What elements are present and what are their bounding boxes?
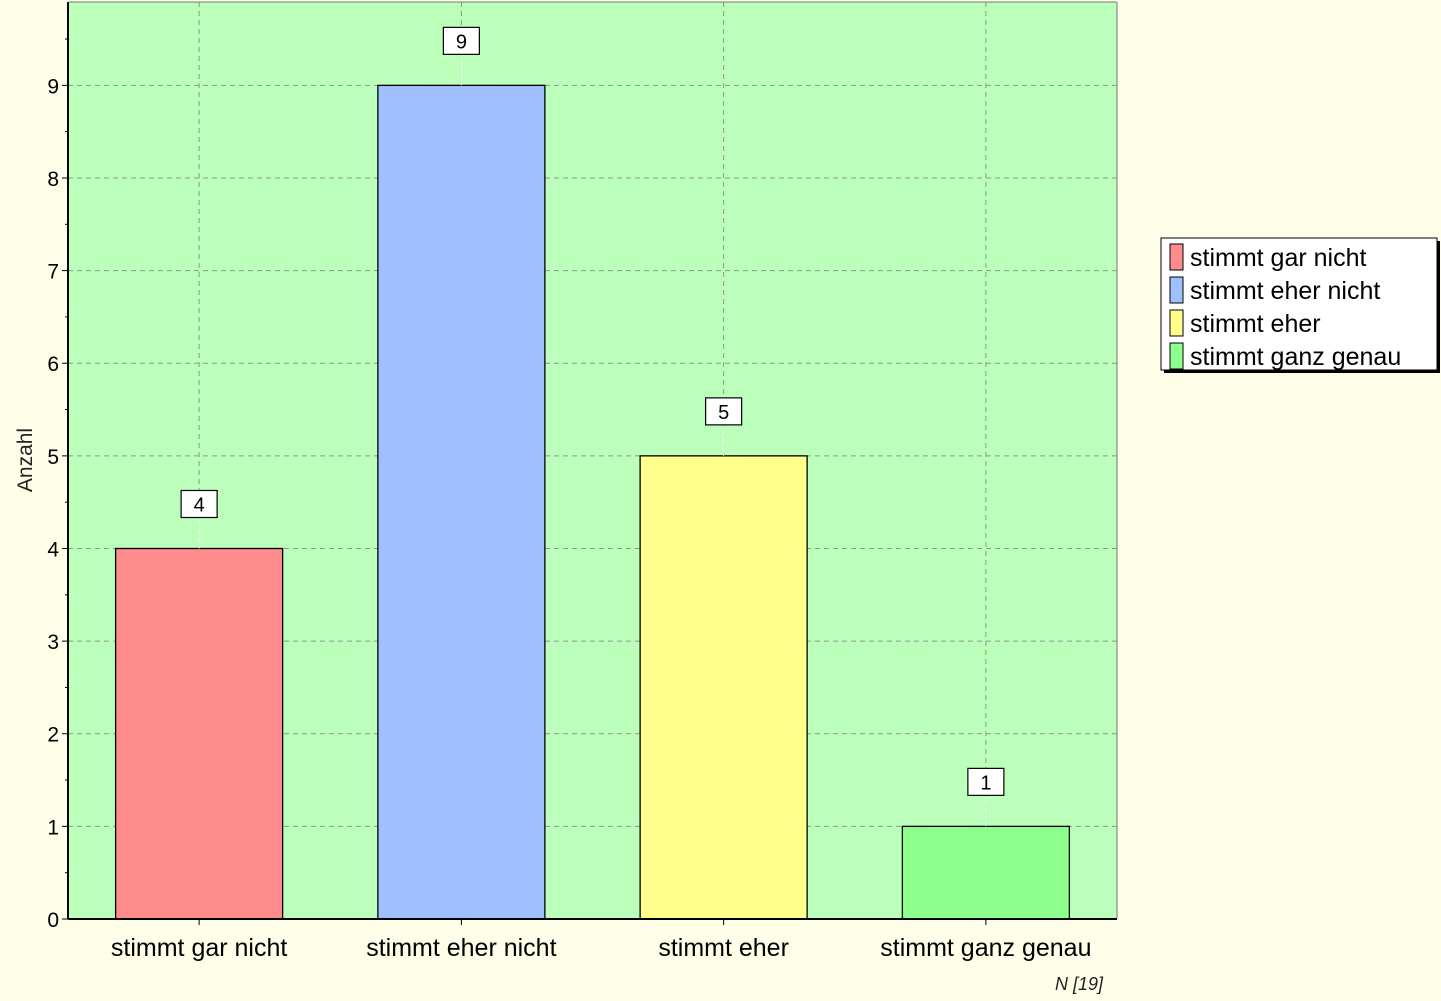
y-tick-label: 0 xyxy=(47,909,59,932)
value-label: 9 xyxy=(456,31,467,53)
y-tick-label: 4 xyxy=(47,538,59,561)
legend-swatch xyxy=(1169,243,1184,271)
y-tick-label: 2 xyxy=(47,724,59,747)
legend-entry: stimmt eher nicht xyxy=(1190,277,1380,305)
legend-box xyxy=(1160,237,1438,371)
bar xyxy=(639,455,808,920)
value-label-box xyxy=(180,489,218,519)
y-axis-title: Anzahl xyxy=(14,428,37,492)
legend-entry: stimmt gar nicht xyxy=(1190,244,1366,272)
bar xyxy=(114,547,284,920)
y-tick-label: 6 xyxy=(47,353,59,376)
x-tick-label: stimmt eher xyxy=(658,934,789,962)
legend-swatch xyxy=(1169,309,1184,337)
y-tick-label: 1 xyxy=(47,816,59,839)
value-label: 4 xyxy=(194,494,205,516)
legend-swatch xyxy=(1169,276,1184,304)
y-tick-label: 3 xyxy=(47,631,59,654)
x-tick-label: stimmt ganz genau xyxy=(880,934,1091,962)
y-tick-label: 9 xyxy=(47,75,59,98)
legend-swatch xyxy=(1169,342,1184,370)
y-tick-label: 7 xyxy=(47,261,59,284)
legend-entry: stimmt eher xyxy=(1190,310,1321,338)
value-label-box xyxy=(442,26,480,55)
legend: stimmt gar nicht stimmt eher nicht stimmt … xyxy=(1160,237,1440,373)
y-tick-label: 8 xyxy=(47,168,59,191)
bars xyxy=(114,84,1071,920)
bar xyxy=(901,825,1071,920)
value-label: 5 xyxy=(718,402,729,424)
x-tick-label: stimmt gar nicht xyxy=(111,934,287,962)
value-label-box xyxy=(967,767,1005,796)
value-label-box xyxy=(705,397,743,426)
y-tick-label: 5 xyxy=(47,446,59,469)
x-tick-label: stimmt eher nicht xyxy=(366,934,556,962)
sample-size-note: N [19] xyxy=(1055,974,1104,994)
bar xyxy=(377,84,546,920)
legend-entry: stimmt ganz genau xyxy=(1190,343,1401,371)
value-label: 1 xyxy=(980,772,991,794)
axes: 0 1 2 3 4 5 6 7 8 9 xyxy=(47,1,1118,932)
